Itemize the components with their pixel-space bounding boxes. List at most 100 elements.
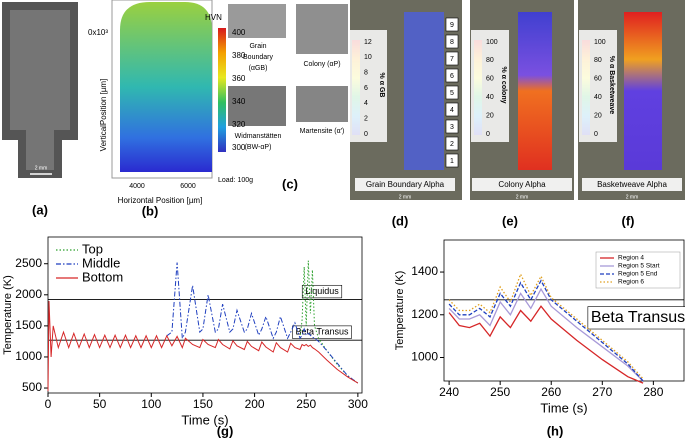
reference-label: Liquidus [305, 286, 339, 296]
layer-number: 1 [450, 158, 454, 165]
colorbar-tick: 340 [232, 97, 246, 106]
colorbar-tick: 4 [364, 100, 368, 107]
legend-label: Middle [82, 255, 120, 270]
y-tick-label: 1000 [411, 350, 438, 364]
legend-label: Top [82, 241, 103, 256]
series-line [448, 272, 644, 380]
micrograph-caption: Colony (αP) [303, 61, 340, 68]
y-tick-label: 1500 [15, 318, 42, 332]
x-tick-label: 200 [245, 397, 265, 411]
colorbar-tick: 60 [486, 76, 494, 83]
map-title: Colony Alpha [498, 180, 546, 189]
panel-label: (e) [502, 213, 518, 228]
layer-number: 6 [450, 73, 454, 80]
colorbar-title: HVN [205, 13, 222, 22]
colorbar-tick: 8 [364, 70, 368, 77]
colorbar-tick: 0 [364, 131, 368, 138]
layer-box [445, 17, 459, 32]
x-tick-label: 240 [439, 385, 459, 399]
reference-label: Beta Transus [591, 309, 685, 326]
colorbar-tick: 6 [364, 85, 368, 92]
y-tick-label: 1400 [411, 264, 438, 278]
colorbar-bg [471, 30, 509, 142]
micrograph [296, 4, 348, 54]
x-tick-label: 280 [643, 385, 663, 399]
map-overlay [404, 12, 444, 170]
colorbar-bg [579, 30, 617, 142]
layer-box [445, 102, 459, 117]
colorbar-tick: 300 [232, 143, 246, 152]
panel-label: (g) [217, 423, 234, 438]
x-tick-label: 0 [45, 397, 52, 411]
scale-text: 2 mm [35, 165, 48, 171]
layer-box [445, 68, 459, 83]
legend-label: Region 4 [618, 255, 644, 262]
y-tick-label: 500 [22, 380, 42, 394]
colorbar-tick: 360 [232, 74, 246, 83]
colorbar-tick: 100 [594, 39, 606, 46]
colorbar-tick: 100 [486, 39, 498, 46]
scale-text: 2 mm [399, 194, 412, 200]
x-tick-label: 250 [490, 385, 510, 399]
layer-number: 8 [450, 39, 454, 46]
reference-label-box [301, 284, 343, 299]
colorbar-label: % α GB [378, 73, 385, 98]
colorbar-bg [349, 30, 387, 142]
map-title: Grain Boundary Alpha [366, 180, 445, 189]
layer-box [445, 34, 459, 49]
colorbar [218, 28, 226, 152]
micrograph [228, 4, 286, 38]
layer-number: 9 [450, 22, 454, 29]
colorbar-tick: 380 [232, 51, 246, 60]
title-bg [582, 178, 682, 191]
series-line [47, 300, 359, 392]
title-bg [472, 178, 572, 191]
micrograph-caption: (BW-αP) [245, 144, 272, 151]
axis-label: Horizontal Position [µm] [118, 196, 203, 205]
micrograph-caption: Widmanstätten [235, 133, 282, 140]
axis-label: VerticalPosition [µm] [99, 79, 108, 152]
colorbar-tick: 20 [486, 112, 494, 119]
micrograph-caption: Grain [249, 43, 266, 50]
y-tick-label: 2000 [15, 287, 42, 301]
micrograph [296, 86, 348, 122]
x-tick-label: 270 [592, 385, 612, 399]
colorbar-label: % α Basketweave [608, 56, 615, 114]
reference-label: Beta Transus [295, 327, 349, 337]
panel-label: (d) [392, 213, 409, 228]
y-tick-label: 1000 [15, 349, 42, 363]
panel-label: (f) [622, 213, 635, 228]
colorbar-tick: 20 [594, 112, 602, 119]
x-tick-label: 100 [141, 397, 161, 411]
micrograph-caption: Martensite (α′) [300, 128, 345, 135]
note: Load: 100g [218, 177, 253, 184]
y-axis-label: Temperature (K) [2, 275, 14, 354]
macrograph-texture [10, 10, 70, 170]
axis-exponent: 0x10³ [88, 28, 108, 37]
x-tick-label: 250 [296, 397, 316, 411]
colorbar-tick: 2 [364, 116, 368, 123]
layer-box [445, 85, 459, 100]
legend-label: Bottom [82, 269, 123, 284]
map-overlay [518, 12, 552, 170]
reference-label-box [292, 325, 352, 339]
series-line [448, 305, 644, 384]
panel-label: (b) [142, 203, 159, 218]
panel-label: (c) [282, 176, 298, 191]
colorbar-tick: 40 [486, 94, 494, 101]
colorbar-tick: 80 [486, 57, 494, 64]
micrograph-caption: (αGB) [249, 65, 268, 72]
heatmap [120, 2, 212, 172]
x-axis-label: Time (s) [540, 400, 587, 415]
colorbar-tick: 60 [594, 76, 602, 83]
y-tick-label: 2500 [15, 256, 42, 270]
panel-label: (a) [32, 202, 48, 217]
layer-number: 2 [450, 141, 454, 148]
scale-text: 2 mm [626, 194, 639, 200]
micrograph [228, 86, 286, 126]
x-tick-label: 300 [348, 397, 368, 411]
x-axis-label: Time (s) [181, 412, 228, 427]
series-line [166, 262, 359, 384]
legend-label: Region 6 [618, 279, 644, 286]
layer-number: 7 [450, 56, 454, 63]
